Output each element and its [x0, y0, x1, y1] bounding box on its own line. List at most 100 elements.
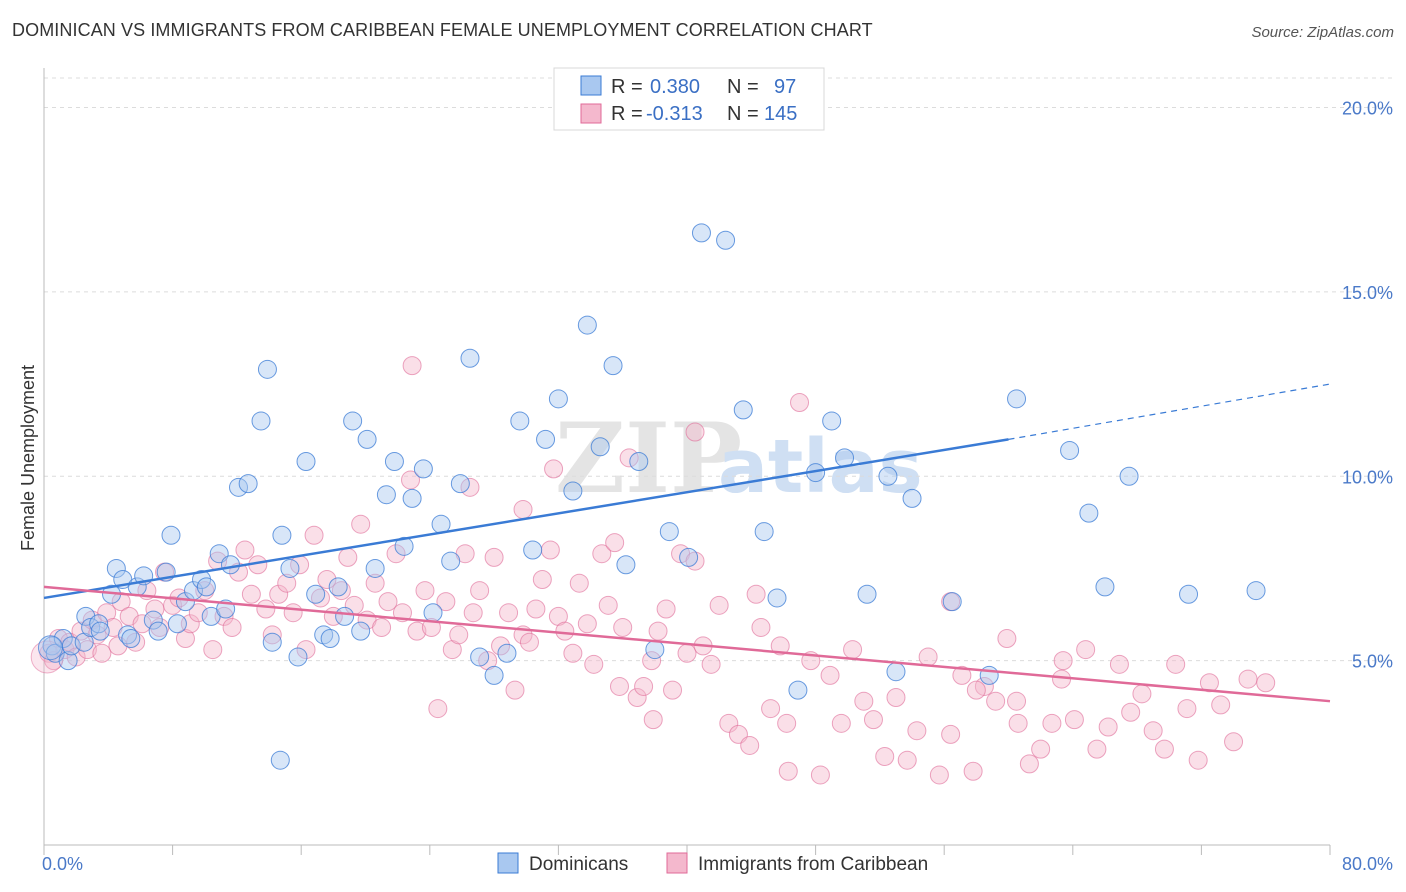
- legend-r-label: R =: [611, 76, 643, 98]
- caribbean-point: [613, 617, 633, 637]
- caribbean-point: [1053, 651, 1073, 671]
- caribbean-point: [1224, 732, 1244, 752]
- dominican-point: [37, 635, 63, 661]
- dominican-point: [394, 536, 414, 556]
- legend-n-value: 97: [774, 76, 796, 98]
- caribbean-point: [831, 713, 851, 733]
- dominican-point: [536, 429, 556, 449]
- dominican-point: [296, 452, 316, 471]
- caribbean-point: [402, 356, 422, 376]
- dominican-trendline-extension: [1008, 383, 1331, 440]
- caribbean-point: [491, 636, 511, 656]
- caribbean-point: [241, 584, 261, 604]
- caribbean-point: [304, 525, 324, 545]
- caribbean-point: [619, 448, 639, 468]
- caribbean-point: [296, 640, 316, 660]
- dominican-point: [902, 488, 922, 508]
- caribbean-point: [505, 680, 525, 700]
- caribbean-point: [997, 629, 1017, 648]
- caribbean-point: [751, 617, 771, 637]
- trendlines: [43, 383, 1331, 703]
- dominican-point: [148, 621, 168, 641]
- caribbean-point: [677, 643, 697, 663]
- legend-swatch-dominicans: [497, 852, 519, 874]
- chart-title: DOMINICAN VS IMMIGRANTS FROM CARIBBEAN F…: [12, 20, 873, 40]
- caribbean-point: [952, 665, 972, 685]
- dominican-point: [351, 621, 371, 641]
- caribbean-point: [175, 629, 195, 648]
- dominican-point: [470, 647, 490, 667]
- caribbean-point: [277, 573, 297, 593]
- caribbean-point: [401, 470, 421, 490]
- caribbean-point: [1166, 654, 1186, 674]
- dominican-point: [343, 411, 363, 431]
- dominican-point: [788, 680, 808, 700]
- caribbean-point: [605, 533, 625, 553]
- caribbean-point: [810, 765, 830, 785]
- caribbean-point: [331, 581, 351, 601]
- dominican-point: [441, 551, 461, 571]
- dominican-point: [716, 230, 736, 250]
- dominican-point: [413, 459, 433, 479]
- dominican-point: [450, 474, 470, 494]
- dominican-point: [320, 629, 340, 648]
- dominican-point: [314, 625, 334, 645]
- dominican-point: [460, 348, 480, 368]
- caribbean-point: [663, 680, 683, 700]
- watermark-zip: ZIP: [555, 402, 742, 515]
- y-tick-label: 20.0%: [1342, 99, 1393, 119]
- dominican-point: [257, 359, 277, 379]
- caribbean-point: [941, 724, 961, 744]
- caribbean-point: [92, 643, 112, 663]
- caribbean-point: [648, 621, 668, 641]
- caribbean-point: [609, 676, 629, 696]
- x-tick-label: 80.0%: [1342, 854, 1393, 874]
- caribbean-point: [256, 599, 276, 619]
- caribbean-point: [222, 617, 242, 637]
- caribbean-point: [544, 459, 564, 479]
- caribbean-point: [532, 570, 552, 589]
- y-tick-label: 10.0%: [1342, 467, 1393, 487]
- caribbean-point: [863, 710, 883, 730]
- caribbean-point: [790, 393, 810, 412]
- dominican-point: [1246, 581, 1266, 601]
- dominican-point: [979, 665, 999, 685]
- dominican-point: [262, 632, 282, 652]
- caribbean-point: [386, 544, 406, 564]
- legend-r-value: 0.380: [650, 76, 700, 98]
- caribbean-point: [740, 735, 760, 755]
- dominican-point: [510, 411, 530, 431]
- caribbean-point: [449, 625, 469, 645]
- caribbean-point: [719, 713, 739, 733]
- dominican-point: [251, 411, 271, 431]
- caribbean-point: [886, 688, 906, 707]
- dominican-point: [754, 522, 774, 542]
- caribbean-point: [778, 761, 798, 781]
- y-tick-label: 5.0%: [1352, 652, 1393, 672]
- caribbean-point: [770, 636, 790, 656]
- dominican-point: [121, 629, 141, 648]
- caribbean-point: [854, 691, 874, 711]
- caribbean-point: [685, 422, 705, 442]
- dominican-point: [942, 592, 962, 612]
- dominican-point: [548, 389, 568, 409]
- dominican-point: [220, 555, 240, 575]
- caribbean-point: [460, 477, 480, 497]
- dominican-point: [616, 555, 636, 575]
- tick-labels: 5.0% 10.0% 15.0% 20.0% 0.0% 80.0%: [42, 99, 1393, 875]
- dominican-point: [691, 223, 711, 243]
- dominican-point: [603, 356, 623, 376]
- caribbean-point: [986, 691, 1006, 711]
- caribbean-point: [642, 651, 662, 671]
- caribbean-point: [577, 614, 597, 634]
- caribbean-points: [30, 356, 1276, 785]
- caribbean-point: [963, 761, 983, 781]
- dominican-point: [384, 452, 404, 471]
- dominican-points: [37, 223, 1266, 770]
- dominican-point: [335, 606, 355, 626]
- source-credit: Source: ZipAtlas.com: [1251, 24, 1394, 41]
- caribbean-point: [1177, 699, 1197, 719]
- caribbean-point: [897, 750, 917, 770]
- caribbean-point: [929, 765, 949, 785]
- y-tick-label: 15.0%: [1342, 283, 1393, 303]
